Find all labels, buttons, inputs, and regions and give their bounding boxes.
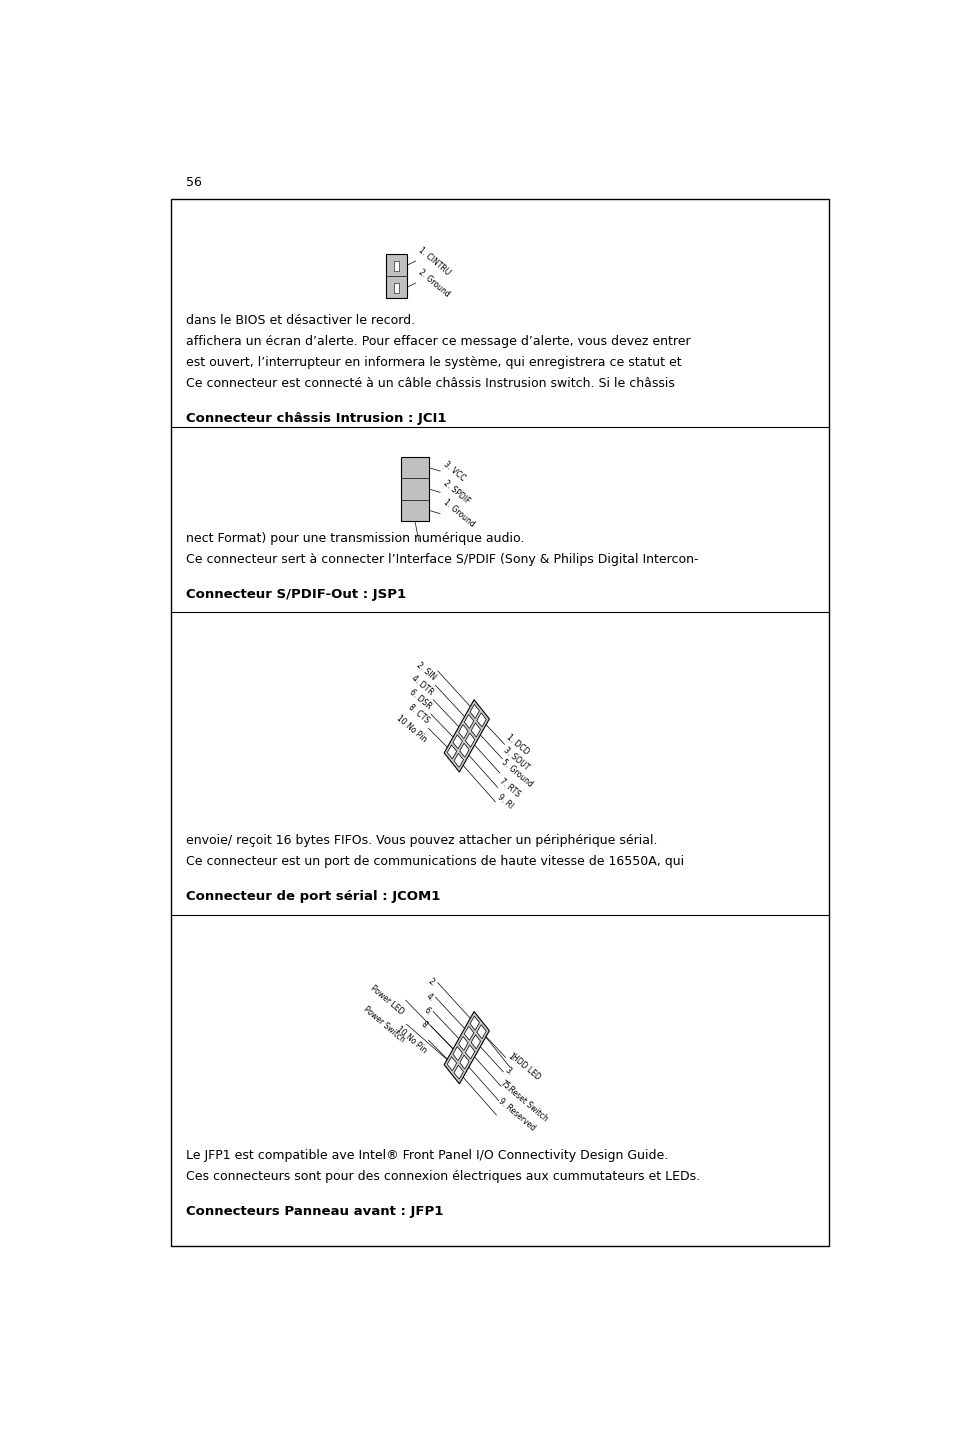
Polygon shape [458,724,468,738]
Text: est ouvert, l’interrupteur en informera le système, qui enregistrera ce statut e: est ouvert, l’interrupteur en informera … [186,356,680,369]
Text: Ce connecteur sert à connecter l’Interface S/PDIF (Sony & Philips Digital Interc: Ce connecteur sert à connecter l’Interfa… [186,552,698,567]
Bar [386,255,406,299]
Text: 10 No Pin: 10 No Pin [395,713,428,744]
Polygon shape [471,723,480,737]
Text: nect Format) pour une transmission numérique audio.: nect Format) pour une transmission numér… [186,532,523,545]
Bar [394,283,398,293]
Text: Connecteur châssis Intrusion : JCI1: Connecteur châssis Intrusion : JCI1 [186,412,446,425]
Polygon shape [459,1055,469,1069]
Text: 1. CINTRU: 1. CINTRU [416,245,452,276]
Text: affichera un écran d’alerte. Pour effacer ce message d’alerte, vous devez entrer: affichera un écran d’alerte. Pour efface… [186,335,690,348]
Text: 4. DTR: 4. DTR [410,674,435,697]
Polygon shape [470,704,479,718]
Polygon shape [464,714,474,728]
Text: 2. Ground: 2. Ground [416,268,452,299]
Text: 10 No Pin: 10 No Pin [395,1025,428,1055]
Polygon shape [454,753,463,767]
Text: 7. RTS: 7. RTS [497,776,521,798]
Polygon shape [470,1016,479,1030]
Text: Ce connecteur est un port de communications de haute vitesse de 16550A, qui: Ce connecteur est un port de communicati… [186,854,683,867]
Polygon shape [454,1065,463,1079]
Text: 8. CTS: 8. CTS [406,703,431,726]
Polygon shape [465,733,475,747]
Polygon shape [459,743,469,757]
Text: 6.: 6. [421,1006,433,1017]
Text: 3.: 3. [503,1066,514,1078]
Polygon shape [453,1046,462,1060]
Text: 2. SPDIF: 2. SPDIF [441,479,471,507]
Polygon shape [447,746,456,758]
Polygon shape [447,1056,456,1070]
Text: 5. Ground: 5. Ground [499,757,534,788]
Text: 1. DCD: 1. DCD [504,733,530,756]
Text: 1. Ground: 1. Ground [441,498,476,529]
Text: HDD LED: HDD LED [509,1052,541,1082]
Polygon shape [471,1035,480,1049]
Text: Connecteur S/PDIF-Out : JSP1: Connecteur S/PDIF-Out : JSP1 [186,588,405,601]
Text: 3. VCC: 3. VCC [441,459,466,482]
Polygon shape [464,1026,474,1040]
Polygon shape [444,700,489,773]
Text: Connecteurs Panneau avant : JFP1: Connecteurs Panneau avant : JFP1 [186,1205,443,1218]
Text: Connecteur de port sérial : JCOM1: Connecteur de port sérial : JCOM1 [186,890,439,903]
Text: 2. SIN: 2. SIN [415,660,437,681]
Text: 8.: 8. [419,1020,431,1032]
Text: 5.: 5. [500,1080,512,1092]
Text: Power Switch: Power Switch [361,1005,406,1045]
Bar [394,260,398,270]
Text: dans le BIOS et désactiver le record.: dans le BIOS et désactiver le record. [186,313,415,326]
Text: 2.: 2. [426,977,437,989]
Polygon shape [444,1012,489,1083]
Text: 3. SOUT: 3. SOUT [501,746,531,771]
Polygon shape [476,1025,486,1039]
Text: 1.: 1. [505,1052,517,1063]
Text: 9. Reserved: 9. Reserved [496,1098,537,1133]
Text: envoie/ reçoit 16 bytes FIFOs. Vous pouvez attacher un périphérique sérial.: envoie/ reçoit 16 bytes FIFOs. Vous pouv… [186,834,657,847]
Bar [400,456,429,521]
Polygon shape [453,734,462,748]
Text: 9. RI: 9. RI [495,793,514,811]
Text: 4.: 4. [424,992,435,1003]
Text: Ces connecteurs sont pour des connexion électriques aux cummutateurs et LEDs.: Ces connecteurs sont pour des connexion … [186,1171,700,1183]
Text: 56: 56 [186,176,201,189]
Text: 7. Reset Switch: 7. Reset Switch [498,1079,549,1123]
Text: Le JFP1 est compatible ave Intel® Front Panel I/O Connectivity Design Guide.: Le JFP1 est compatible ave Intel® Front … [186,1149,667,1162]
Text: Ce connecteur est connecté à un câble châssis Instrusion switch. Si le châssis: Ce connecteur est connecté à un câble ch… [186,376,674,389]
Polygon shape [476,713,486,727]
Polygon shape [465,1045,475,1059]
Text: Power LED: Power LED [369,983,405,1016]
Polygon shape [458,1036,468,1050]
Bar [171,199,828,1246]
Text: 6. DSR: 6. DSR [407,688,433,711]
